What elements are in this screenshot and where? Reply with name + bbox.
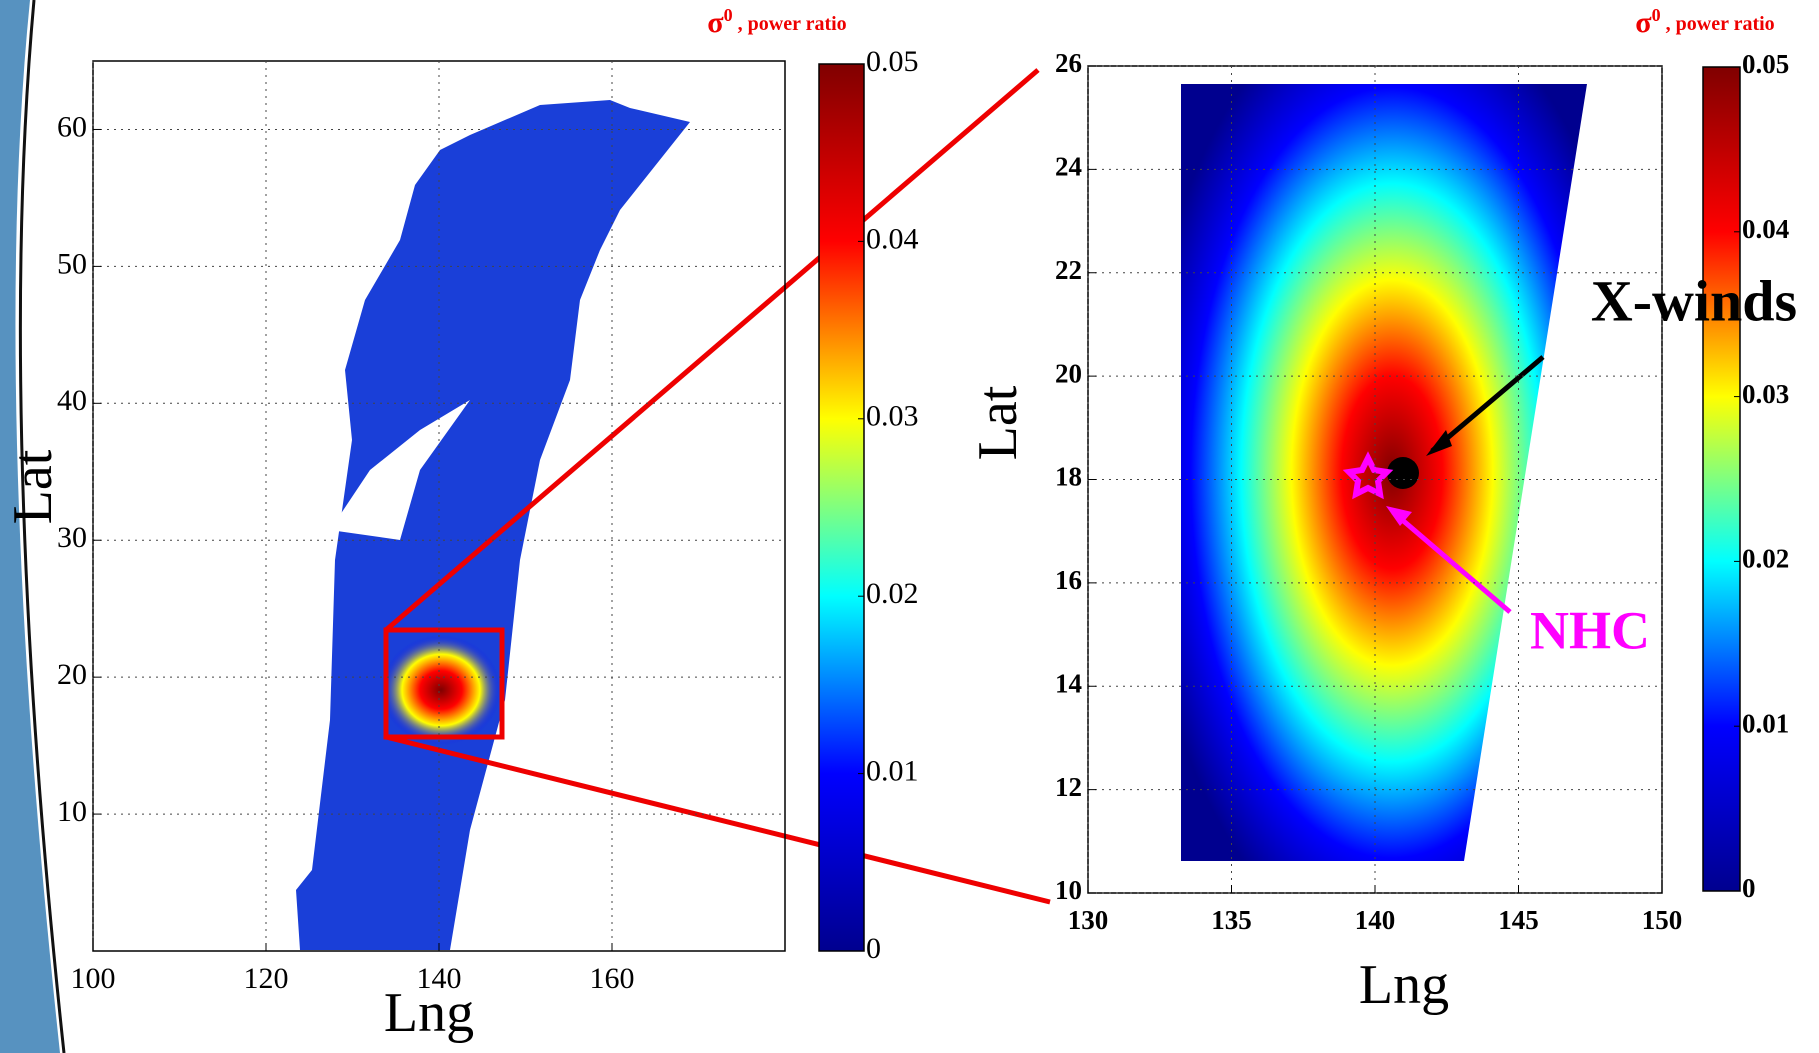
axes-layer: 100 120 140 160102030405060LngLat00.010.020… bbox=[2, 5, 1797, 1044]
y-tick-label: 10 bbox=[1055, 875, 1082, 905]
y-tick-label: 26 bbox=[1055, 48, 1082, 78]
nhc-arrowhead bbox=[1386, 506, 1412, 526]
x-tick-label: 160 bbox=[590, 962, 635, 995]
x-axis-label: Lng bbox=[384, 982, 474, 1044]
y-tick-label: 20 bbox=[1055, 358, 1082, 388]
y-tick-label: 10 bbox=[57, 795, 87, 828]
y-tick-label: 22 bbox=[1055, 255, 1082, 285]
hotspot bbox=[381, 635, 501, 745]
colorbar-title-sup: 0 bbox=[724, 5, 733, 25]
colorbar-title-symbol: σ bbox=[707, 6, 724, 39]
colorbar-tick-label: 0.05 bbox=[866, 45, 919, 78]
y-tick-label: 20 bbox=[57, 658, 87, 691]
colorbar-tick-label: 0.02 bbox=[1742, 544, 1789, 574]
y-tick-label: 30 bbox=[57, 521, 87, 554]
colorbar-tick-label: 0.02 bbox=[866, 577, 919, 610]
y-tick-label: 18 bbox=[1055, 462, 1082, 492]
y-tick-label: 60 bbox=[57, 110, 87, 143]
colorbar bbox=[818, 63, 865, 952]
xwinds-arrow bbox=[1430, 355, 1545, 453]
x-tick-label: 130 bbox=[1068, 905, 1109, 935]
y-tick-label: 14 bbox=[1055, 668, 1082, 698]
colorbar-tick-label: 0.01 bbox=[1742, 708, 1789, 738]
colorbar-tick-label: 0.04 bbox=[1742, 214, 1789, 244]
x-tick-label: 150 bbox=[1642, 905, 1683, 935]
x-tick-label: 120 bbox=[244, 962, 289, 995]
colorbar-title-text: , power ratio bbox=[733, 13, 847, 35]
x-tick-label: 140 bbox=[417, 962, 462, 995]
y-axis-label: Lat bbox=[2, 449, 64, 524]
y-tick-label: 16 bbox=[1055, 565, 1082, 595]
y-axis-label: Lat bbox=[967, 385, 1029, 460]
colorbar-tick-label: 0.03 bbox=[1742, 379, 1789, 409]
colorbar-title: σ0 , power ratio bbox=[707, 5, 846, 39]
colorbar-tick-label: 0.04 bbox=[866, 222, 919, 255]
y-tick-label: 24 bbox=[1055, 152, 1082, 182]
colorbar-tick-label: 0.05 bbox=[1742, 49, 1789, 79]
zoom-line bbox=[385, 734, 1051, 905]
colorbar-title: σ0 , power ratio bbox=[1635, 5, 1774, 39]
y-tick-label: 50 bbox=[57, 247, 87, 280]
nhc-arrow bbox=[1391, 510, 1512, 614]
colorbar-title-symbol: σ bbox=[1635, 6, 1652, 39]
x-tick-label: 140 bbox=[1355, 905, 1396, 935]
colorbar-title-text: , power ratio bbox=[1661, 13, 1775, 35]
y-tick-label: 12 bbox=[1055, 772, 1082, 802]
x-tick-label: 135 bbox=[1211, 905, 1252, 935]
annotation: X-winds bbox=[1591, 268, 1797, 333]
annotation: NHC bbox=[1530, 600, 1650, 660]
x-tick-label: 145 bbox=[1498, 905, 1539, 935]
colorbar bbox=[1702, 66, 1741, 892]
nhc-center bbox=[1342, 451, 1394, 500]
xwinds-arrowhead bbox=[1426, 430, 1452, 456]
zoom-line bbox=[384, 68, 1040, 632]
frame-edge bbox=[18, 0, 66, 1053]
colorbar-tick-label: 0 bbox=[1742, 873, 1756, 903]
x-tick-label: 100 bbox=[71, 962, 116, 995]
xwinds-center bbox=[1387, 457, 1419, 489]
y-tick-label: 40 bbox=[57, 384, 87, 417]
colorbar-title-sup: 0 bbox=[1652, 5, 1661, 25]
x-axis-label: Lng bbox=[1359, 954, 1449, 1016]
colorbar-tick-label: 0.03 bbox=[866, 400, 919, 433]
colorbar-tick-label: 0 bbox=[866, 932, 881, 965]
zoom-box bbox=[383, 627, 505, 740]
colorbar-tick-label: 0.01 bbox=[866, 754, 919, 787]
land-gap bbox=[330, 400, 470, 540]
frame-decoration bbox=[0, 0, 60, 1053]
